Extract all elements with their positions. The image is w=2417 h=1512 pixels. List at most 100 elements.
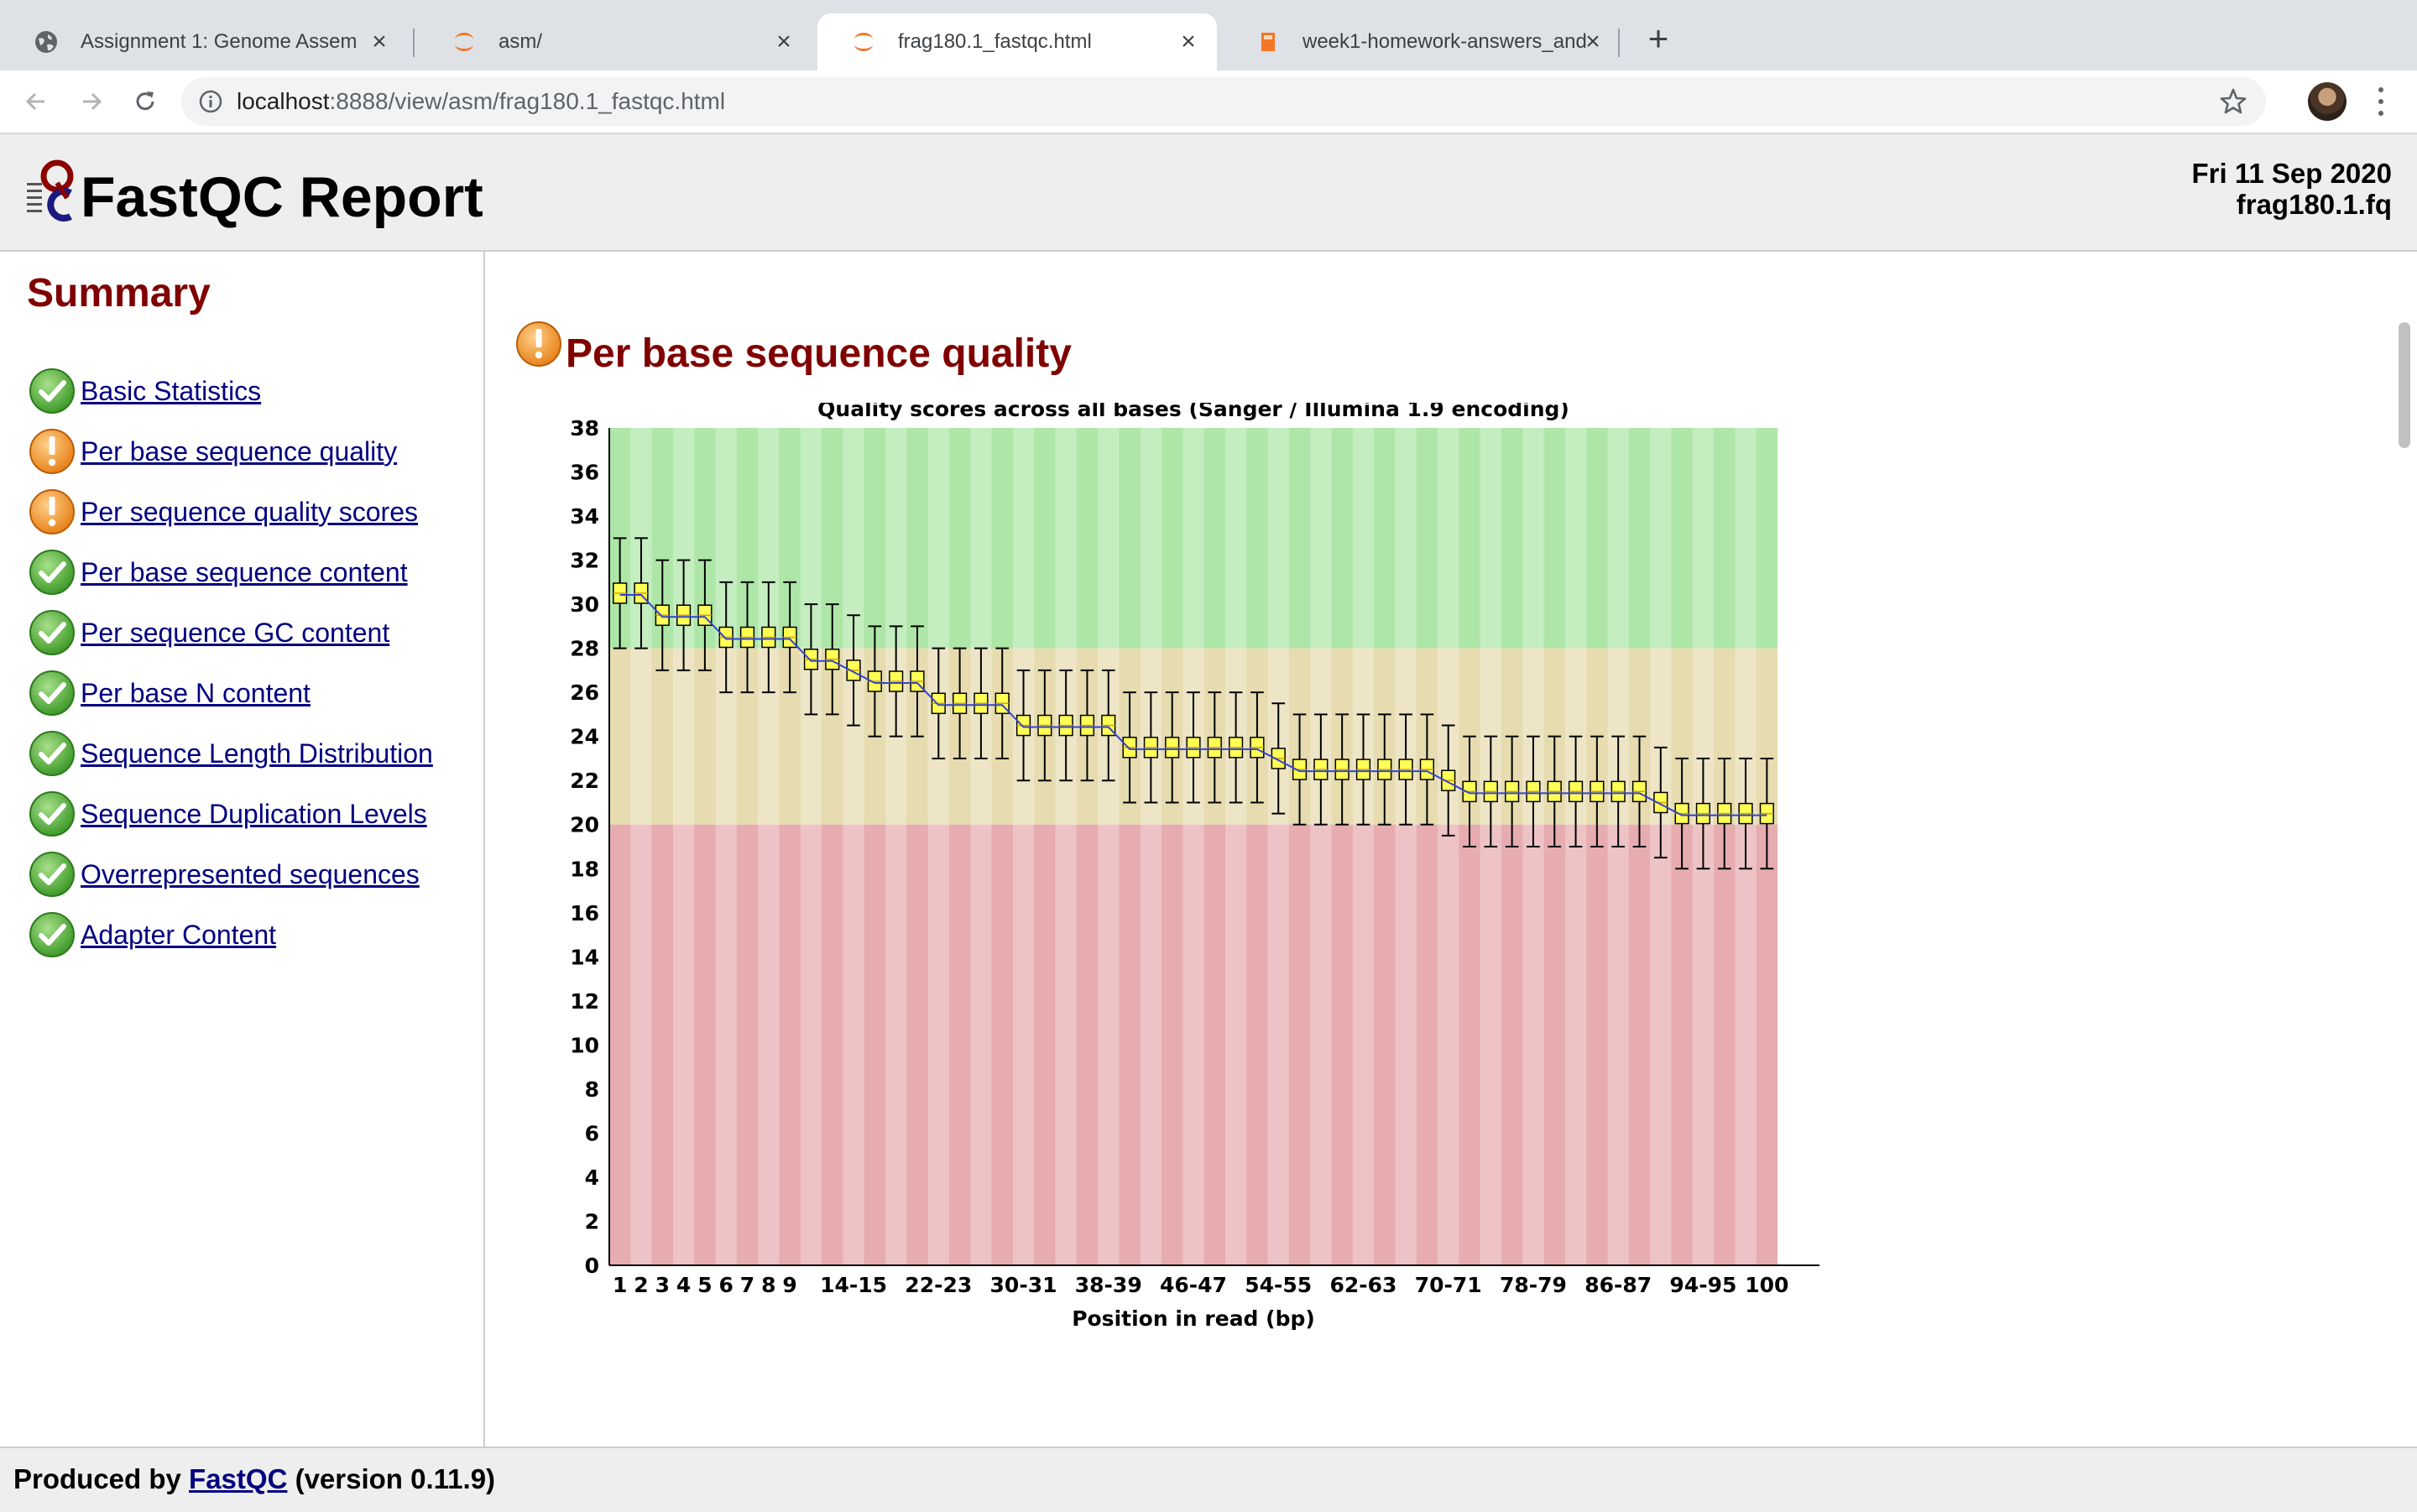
report-header: FastQC Report Fri 11 Sep 2020 frag180.1.… xyxy=(0,134,2417,252)
tab-asm[interactable]: asm/ × xyxy=(418,13,812,70)
summary-item: Per sequence GC content xyxy=(27,602,433,663)
url-text: localhost:8888/view/asm/frag180.1_fastqc… xyxy=(237,88,725,115)
fastqc-link[interactable]: FastQC xyxy=(189,1463,288,1494)
y-tick-label: 26 xyxy=(570,680,599,705)
quality-box-plot: Quality scores across all bases (Sanger … xyxy=(570,403,1819,1331)
chart-title: Quality scores across all bases (Sanger … xyxy=(817,403,1569,421)
pass-check-icon xyxy=(29,368,75,414)
warning-icon xyxy=(29,429,75,474)
summary-link[interactable]: Per base N content xyxy=(81,677,311,708)
position-stripe xyxy=(843,428,864,1265)
position-stripe xyxy=(1310,428,1332,1265)
position-stripe xyxy=(1395,428,1417,1265)
x-tick-label: 7 xyxy=(740,1273,754,1297)
x-tick-label: 100 xyxy=(1745,1273,1788,1297)
summary-link[interactable]: Per base sequence content xyxy=(81,556,408,587)
summary-sidebar: Summary Basic Statistics Per base sequenc… xyxy=(0,252,485,1447)
position-stripe xyxy=(715,428,737,1265)
summary-link[interactable]: Overrepresented sequences xyxy=(81,858,420,889)
position-stripe xyxy=(672,428,695,1265)
position-stripe xyxy=(1182,428,1204,1265)
reload-button[interactable] xyxy=(126,82,164,121)
address-bar[interactable]: localhost:8888/view/asm/frag180.1_fastqc… xyxy=(181,77,2266,126)
tab-title: Assignment 1: Genome Assem xyxy=(81,30,358,53)
scrollbar-thumb[interactable] xyxy=(2399,322,2410,448)
position-stripe xyxy=(1352,428,1375,1265)
close-tab-icon[interactable]: × xyxy=(372,28,387,55)
pass-check-icon xyxy=(29,731,75,776)
summary-link[interactable]: Per base sequence quality xyxy=(81,435,398,467)
x-tick-label: 54-55 xyxy=(1245,1273,1312,1297)
x-tick-label: 1 xyxy=(613,1273,627,1297)
position-stripe xyxy=(970,428,992,1265)
close-tab-icon[interactable]: × xyxy=(776,28,791,55)
summary-title: Summary xyxy=(27,271,211,315)
browser-menu-icon[interactable] xyxy=(2368,84,2394,119)
summary-link[interactable]: Adapter Content xyxy=(81,919,277,950)
position-stripe xyxy=(1267,428,1289,1265)
footer-suffix: (version 0.11.9) xyxy=(287,1463,496,1494)
summary-link[interactable]: Basic Statistics xyxy=(81,375,262,406)
position-stripe xyxy=(1012,428,1035,1265)
report-date: Fri 11 Sep 2020 xyxy=(2191,158,2393,189)
pass-check-icon xyxy=(29,912,75,957)
y-tick-label: 24 xyxy=(570,725,599,749)
y-tick-label: 20 xyxy=(570,813,599,837)
warning-icon xyxy=(29,489,75,534)
x-tick-label: 86-87 xyxy=(1584,1273,1652,1297)
y-tick-label: 10 xyxy=(570,1033,599,1057)
footer-prefix: Produced by xyxy=(13,1463,190,1494)
tab-separator xyxy=(413,29,415,57)
y-tick-label: 4 xyxy=(585,1165,599,1190)
y-tick-label: 28 xyxy=(570,637,599,661)
pass-check-icon xyxy=(29,791,75,837)
y-tick-label: 16 xyxy=(570,901,599,925)
summary-link[interactable]: Sequence Duplication Levels xyxy=(81,798,427,829)
report-meta: Fri 11 Sep 2020 frag180.1.fq xyxy=(2192,158,2393,220)
tab-title: frag180.1_fastqc.html xyxy=(898,30,1092,53)
footer-text: Produced by FastQC (version 0.11.9) xyxy=(13,1463,495,1495)
forward-button[interactable] xyxy=(72,82,111,121)
x-tick-label: 3 xyxy=(655,1273,670,1297)
y-tick-label: 6 xyxy=(585,1121,599,1145)
warning-icon xyxy=(516,321,561,367)
x-tick-label: 5 xyxy=(697,1273,712,1297)
summary-link[interactable]: Sequence Length Distribution xyxy=(81,738,433,769)
profile-avatar[interactable] xyxy=(2308,82,2347,121)
tab-strip: Assignment 1: Genome Assem × asm/ × frag… xyxy=(0,0,2417,70)
quality-zone xyxy=(609,428,1778,649)
url-host: localhost xyxy=(237,88,330,114)
mean-line xyxy=(619,593,1767,816)
y-tick-label: 18 xyxy=(570,857,599,881)
report-footer: Produced by FastQC (version 0.11.9) xyxy=(0,1447,2417,1512)
page-scrollbar[interactable] xyxy=(2392,252,2417,1447)
position-stripe xyxy=(927,428,949,1265)
x-tick-label: 4 xyxy=(676,1273,691,1297)
y-tick-label: 34 xyxy=(570,504,599,529)
tab-title: week1-homework-answers_and xyxy=(1302,30,1587,53)
tab-assignment[interactable]: Assignment 1: Genome Assem × xyxy=(0,13,408,70)
reload-icon xyxy=(136,91,154,111)
y-tick-label: 30 xyxy=(570,592,599,617)
close-tab-icon[interactable]: × xyxy=(1181,28,1196,55)
position-stripe xyxy=(1140,428,1162,1265)
summary-item: Per sequence quality scores xyxy=(27,482,433,542)
tab-fastqc-report[interactable]: frag180.1_fastqc.html × xyxy=(817,13,1217,70)
jupyter-icon xyxy=(455,33,473,51)
summary-list: Basic Statistics Per base sequence qualit… xyxy=(27,361,433,965)
back-button[interactable] xyxy=(17,82,55,121)
tab-week1-homework[interactable]: week1-homework-answers_and × xyxy=(1222,13,1621,70)
position-stripe xyxy=(1438,428,1459,1265)
summary-item: Sequence Length Distribution xyxy=(27,723,433,784)
close-tab-icon[interactable]: × xyxy=(1585,28,1600,55)
y-tick-label: 8 xyxy=(585,1077,599,1102)
x-tick-label: 62-63 xyxy=(1329,1273,1396,1297)
info-icon[interactable] xyxy=(198,89,223,114)
module-content: Per base sequence quality Quality scores… xyxy=(485,252,2390,1447)
new-tab-icon[interactable]: + xyxy=(1647,18,1669,58)
summary-link[interactable]: Per sequence GC content xyxy=(81,617,390,648)
summary-link[interactable]: Per sequence quality scores xyxy=(81,496,418,527)
bookmark-star-icon[interactable] xyxy=(2217,86,2249,117)
position-stripe xyxy=(1224,428,1247,1265)
arrow-right-icon xyxy=(83,92,102,111)
